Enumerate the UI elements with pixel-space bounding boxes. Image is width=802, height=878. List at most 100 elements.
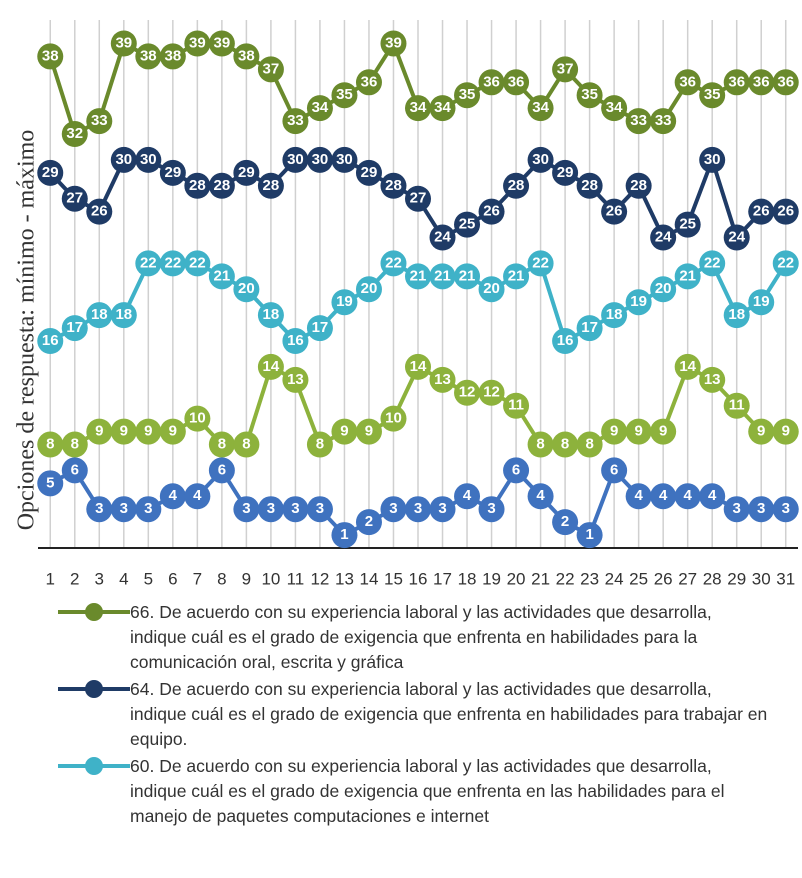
x-tick-label: 10 [261, 569, 280, 588]
x-tick-label: 21 [531, 569, 550, 588]
data-label: 1 [340, 526, 348, 543]
data-label: 11 [508, 397, 524, 414]
x-tick-label: 5 [144, 569, 153, 588]
marker [282, 108, 309, 135]
marker [601, 198, 628, 225]
data-label: 28 [385, 177, 402, 194]
x-tick-label: 30 [752, 569, 771, 588]
marker [233, 43, 260, 70]
data-label: 14 [410, 358, 427, 375]
marker [110, 496, 137, 523]
data-label: 8 [242, 435, 250, 452]
x-tick-label: 2 [70, 569, 79, 588]
marker [208, 457, 235, 484]
data-label: 24 [434, 229, 451, 246]
marker [454, 483, 481, 510]
data-label: 13 [287, 371, 304, 388]
data-label: 16 [557, 332, 574, 349]
data-label: 9 [144, 423, 152, 440]
data-label: 2 [561, 513, 569, 530]
marker [650, 276, 677, 303]
marker [454, 211, 481, 238]
data-label: 34 [410, 99, 427, 116]
data-label: 22 [189, 254, 206, 271]
marker [135, 418, 162, 445]
marker [282, 496, 309, 523]
x-tick-label: 18 [458, 569, 477, 588]
data-label: 34 [434, 99, 451, 116]
marker [159, 483, 186, 510]
data-label: 22 [777, 254, 794, 271]
data-label: 39 [189, 34, 206, 51]
data-label: 9 [634, 423, 642, 440]
data-label: 33 [287, 112, 304, 129]
data-label: 28 [214, 177, 231, 194]
x-tick-label: 14 [360, 569, 379, 588]
marker [527, 146, 554, 173]
data-label: 19 [753, 293, 770, 310]
data-label: 4 [463, 487, 472, 504]
marker [355, 69, 382, 96]
x-tick-label: 24 [605, 569, 624, 588]
data-label: 35 [704, 86, 721, 103]
marker [650, 483, 677, 510]
data-label: 27 [410, 190, 427, 207]
marker [184, 250, 211, 277]
marker [233, 159, 260, 186]
x-tick-label: 9 [242, 569, 251, 588]
data-label: 39 [385, 34, 402, 51]
marker [601, 95, 628, 122]
marker [699, 250, 726, 277]
data-label: 3 [316, 500, 324, 517]
marker [306, 496, 333, 523]
marker [650, 418, 677, 445]
data-label: 21 [459, 267, 476, 284]
data-label: 30 [336, 151, 353, 168]
marker [527, 483, 554, 510]
x-tick-label: 8 [217, 569, 226, 588]
data-label: 6 [218, 461, 226, 478]
data-label: 36 [361, 73, 378, 90]
data-label: 16 [42, 332, 59, 349]
data-label: 9 [365, 423, 373, 440]
marker [429, 224, 456, 251]
marker [699, 483, 726, 510]
x-tick-label: 11 [287, 569, 305, 588]
data-label: 3 [414, 500, 422, 517]
data-label: 20 [361, 280, 378, 297]
data-label: 3 [95, 500, 103, 517]
marker [159, 418, 186, 445]
marker [503, 172, 530, 199]
x-tick-label: 17 [433, 569, 452, 588]
data-label: 18 [91, 306, 108, 323]
marker [601, 457, 628, 484]
data-label: 21 [214, 267, 231, 284]
data-label: 3 [782, 500, 790, 517]
x-tick-label: 3 [95, 569, 104, 588]
marker [772, 250, 799, 277]
data-label: 27 [66, 190, 83, 207]
marker [454, 263, 481, 290]
data-label: 3 [242, 500, 250, 517]
marker [306, 315, 333, 342]
marker [355, 509, 382, 536]
data-label: 20 [655, 280, 672, 297]
marker [429, 366, 456, 393]
marker [454, 379, 481, 406]
marker [135, 43, 162, 70]
data-label: 4 [708, 487, 717, 504]
data-label: 17 [581, 319, 598, 336]
x-tick-label: 28 [703, 569, 722, 588]
data-label: 37 [263, 60, 280, 77]
marker [748, 198, 775, 225]
marker [723, 496, 750, 523]
marker [772, 198, 799, 225]
marker [184, 30, 211, 57]
data-label: 38 [164, 47, 181, 64]
x-tick-label: 31 [776, 569, 795, 588]
legend-entry: 64. De acuerdo con su experiencia labora… [130, 679, 768, 749]
marker [110, 146, 137, 173]
marker [503, 263, 530, 290]
marker [429, 263, 456, 290]
x-tick-label: 1 [46, 569, 55, 588]
